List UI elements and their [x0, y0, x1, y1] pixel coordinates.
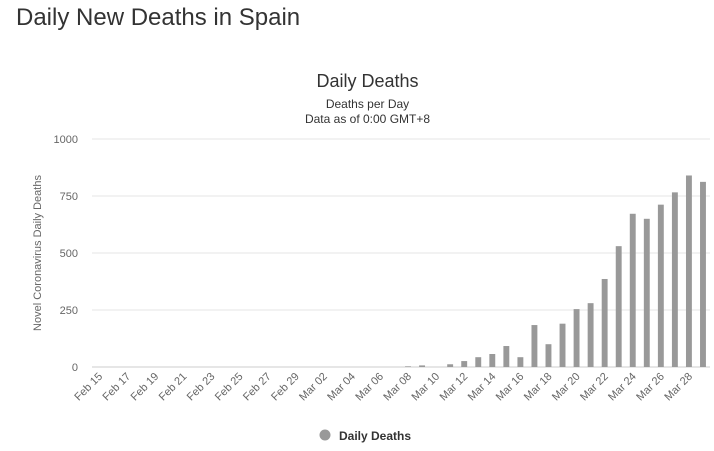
bar[interactable]	[700, 181, 706, 367]
bar[interactable]	[419, 365, 426, 367]
x-tick-label: Mar 02	[297, 371, 330, 404]
bar[interactable]	[405, 366, 411, 367]
bar[interactable]	[615, 246, 622, 367]
page-heading: Daily New Deaths in Spain	[16, 4, 301, 31]
y-tick-label: 500	[60, 248, 78, 260]
chart-title: Daily Deaths	[316, 71, 418, 91]
bar[interactable]	[531, 325, 538, 367]
bars	[405, 175, 706, 367]
x-tick-label: Feb 15	[72, 371, 105, 404]
x-tick-label: Feb 21	[157, 371, 190, 404]
y-axis-title: Novel Coronavirus Daily Deaths	[32, 175, 44, 331]
bar[interactable]	[643, 218, 650, 367]
x-tick-label: Mar 06	[353, 371, 386, 404]
y-tick-label: 250	[60, 305, 78, 317]
x-tick-label: Mar 20	[550, 371, 583, 404]
chart-subtitle-line-2: Data as of 0:00 GMT+8	[305, 112, 430, 126]
bar[interactable]	[461, 361, 468, 367]
y-axis-ticks: 0 250 500 750 1000	[54, 134, 78, 374]
x-tick-label: Feb 29	[269, 371, 302, 404]
bar[interactable]	[573, 309, 580, 367]
y-tick-label: 0	[72, 362, 78, 374]
x-tick-label: Mar 10	[410, 371, 443, 404]
x-tick-label: Mar 26	[634, 371, 667, 404]
x-tick-label: Feb 23	[185, 371, 218, 404]
y-tick-label: 1000	[54, 134, 78, 146]
x-tick-label: Mar 16	[494, 371, 527, 404]
x-tick-label: Feb 17	[101, 371, 134, 404]
bar[interactable]	[475, 357, 482, 367]
bar[interactable]	[517, 357, 524, 367]
bar[interactable]	[601, 278, 608, 367]
bar[interactable]	[503, 346, 510, 367]
x-tick-label: Mar 04	[325, 371, 358, 404]
x-tick-label: Feb 19	[129, 371, 162, 404]
bar[interactable]	[671, 192, 678, 367]
bar[interactable]	[545, 344, 552, 367]
x-tick-label: Feb 27	[241, 371, 274, 404]
bar[interactable]	[685, 175, 692, 367]
chart-subtitle-line-1: Deaths per Day	[326, 97, 409, 111]
legend-label[interactable]: Daily Deaths	[339, 429, 411, 443]
x-tick-label: Mar 28	[662, 371, 695, 404]
bar[interactable]	[629, 213, 636, 367]
y-tick-label: 750	[60, 191, 78, 203]
x-tick-label: Feb 25	[213, 371, 246, 404]
bar[interactable]	[587, 303, 594, 367]
x-tick-label: Mar 18	[522, 371, 555, 404]
bar[interactable]	[657, 204, 664, 367]
x-tick-label: Mar 22	[578, 371, 611, 404]
legend-marker	[319, 429, 331, 441]
x-tick-label: Mar 14	[466, 371, 499, 404]
bar[interactable]	[447, 364, 454, 367]
x-tick-label: Mar 24	[606, 371, 639, 404]
legend[interactable]: Daily Deaths	[319, 429, 412, 443]
x-tick-label: Mar 08	[381, 371, 414, 404]
bar[interactable]	[489, 354, 496, 367]
bar[interactable]	[559, 323, 566, 367]
x-tick-label: Mar 12	[438, 371, 471, 404]
